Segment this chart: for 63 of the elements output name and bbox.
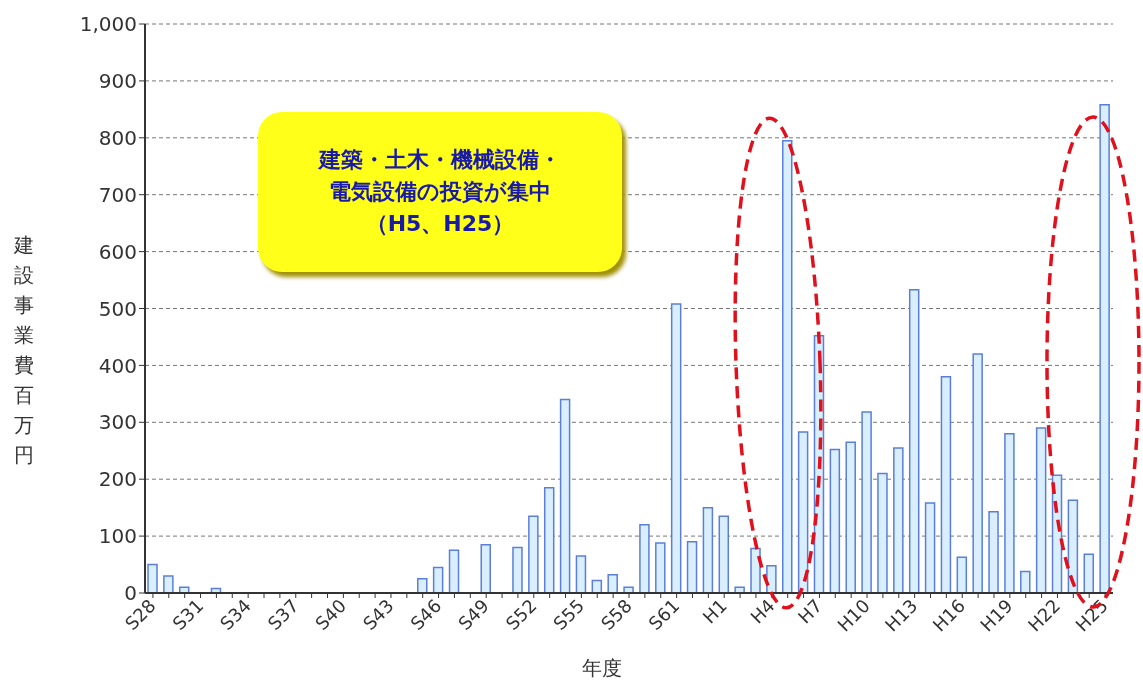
bar bbox=[655, 542, 666, 593]
bar bbox=[861, 411, 872, 593]
bar bbox=[686, 541, 698, 593]
bar bbox=[988, 510, 999, 593]
bar bbox=[147, 563, 158, 593]
bar bbox=[1035, 427, 1047, 593]
y-tick-label: 200 bbox=[98, 467, 137, 492]
bar bbox=[845, 441, 856, 593]
annotation: 建築・土木・機械設備・電気設備の投資が集中（H5、H25） bbox=[317, 146, 562, 238]
bar bbox=[417, 578, 428, 593]
y-tick-label: 400 bbox=[98, 353, 137, 378]
bar bbox=[607, 574, 618, 593]
bar bbox=[893, 447, 904, 593]
bar bbox=[559, 398, 571, 593]
bar bbox=[670, 303, 682, 593]
bar bbox=[750, 547, 761, 593]
bar bbox=[797, 431, 809, 593]
x-tick-label: H4 bbox=[746, 594, 779, 628]
y-tick-label: 100 bbox=[98, 524, 137, 549]
y-tick-label: 1,000 bbox=[79, 12, 137, 37]
y-tick-label: 800 bbox=[98, 125, 137, 150]
y-tick-label: 900 bbox=[98, 69, 137, 93]
x-tick-label: S43 bbox=[358, 594, 398, 635]
y-tick-label: 300 bbox=[98, 410, 137, 435]
bar bbox=[972, 353, 983, 593]
bar bbox=[829, 448, 841, 593]
bar bbox=[432, 566, 444, 593]
y-axis-title: 建設事業費百万円 bbox=[13, 232, 35, 469]
y-tick-label: 500 bbox=[98, 296, 137, 321]
bar bbox=[1099, 104, 1110, 593]
x-tick-label: H7 bbox=[793, 594, 827, 628]
bar bbox=[718, 515, 730, 593]
x-tick-label: S52 bbox=[501, 594, 541, 635]
x-tick-label: H1 bbox=[698, 594, 732, 628]
x-tick-label: S49 bbox=[453, 594, 494, 635]
bar bbox=[512, 546, 523, 593]
bar bbox=[782, 139, 793, 593]
x-tick-label: S61 bbox=[644, 594, 684, 635]
bar bbox=[480, 543, 491, 593]
bar bbox=[528, 515, 539, 593]
bar bbox=[163, 575, 174, 593]
bar bbox=[1004, 432, 1015, 593]
bar bbox=[702, 506, 714, 593]
bar bbox=[877, 472, 888, 593]
x-tick-label: S34 bbox=[215, 594, 255, 635]
y-tick-label: 0 bbox=[124, 581, 137, 606]
bar bbox=[908, 288, 920, 593]
bar bbox=[766, 564, 777, 593]
x-tick-label: S58 bbox=[596, 594, 636, 635]
x-tick-label: S31 bbox=[168, 594, 208, 635]
y-tick-label: 700 bbox=[98, 182, 137, 207]
bar bbox=[956, 556, 968, 593]
y-tick-label: 600 bbox=[98, 239, 137, 264]
bar bbox=[1083, 553, 1095, 593]
x-axis-title: 年度 bbox=[580, 655, 623, 682]
bar bbox=[639, 523, 650, 593]
bar bbox=[543, 486, 555, 593]
bar bbox=[575, 555, 587, 593]
bar bbox=[1020, 570, 1031, 593]
bar bbox=[940, 376, 952, 593]
bar bbox=[924, 502, 936, 593]
bar bbox=[448, 549, 460, 593]
x-tick-label: S40 bbox=[311, 594, 351, 635]
